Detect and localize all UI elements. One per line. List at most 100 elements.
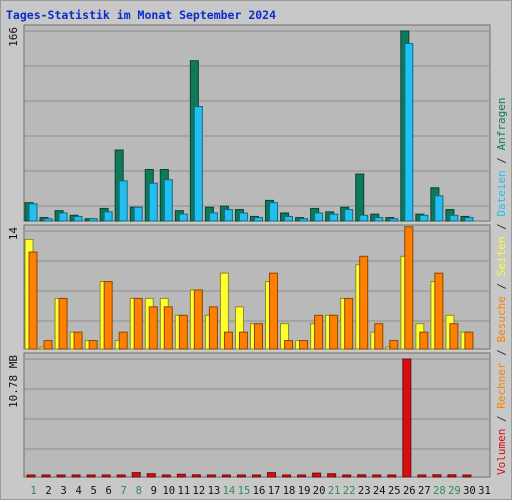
bar-volumen-day-24 [372, 474, 382, 478]
bar-besuche-day-17 [269, 272, 279, 350]
x-tick-label-10: 10 [162, 485, 175, 497]
bar-volumen-day-29 [447, 474, 457, 478]
bar-besuche-day-30 [464, 331, 474, 350]
bar-dateien-day-10 [163, 179, 173, 222]
bar-dateien-day-15 [238, 212, 248, 222]
bar-dateien-day-7 [118, 180, 128, 222]
x-tick-label-8: 8 [136, 485, 142, 497]
legend-item-seiten: Seiten [495, 237, 508, 277]
x-tick-label-1: 1 [30, 485, 36, 497]
bar-besuche-day-21 [329, 314, 339, 350]
bar-besuche-day-27 [419, 331, 429, 350]
bar-dateien-day-25 [389, 218, 399, 222]
bar-besuche-day-8 [133, 297, 143, 350]
panel-middle-y-label: 14 [7, 227, 20, 241]
bar-volumen-day-5 [86, 474, 96, 478]
bar-besuche-day-7 [118, 331, 128, 350]
x-tick-label-5: 5 [90, 485, 96, 497]
panel-bottom-background [23, 352, 491, 478]
bar-dateien-day-17 [269, 202, 279, 222]
bar-besuche-day-13 [208, 306, 218, 350]
bar-volumen-day-26 [402, 358, 412, 478]
bar-dateien-day-26 [404, 43, 414, 222]
x-tick-label-15: 15 [238, 485, 251, 497]
x-tick-label-21: 21 [328, 485, 341, 497]
legend-item-dateien: Dateien [495, 170, 508, 216]
x-tick-label-22: 22 [343, 485, 356, 497]
bar-besuche-day-20 [314, 314, 324, 350]
x-tick-label-24: 24 [373, 485, 386, 497]
x-tick-label-2: 2 [45, 485, 51, 497]
bar-besuche-day-14 [223, 331, 233, 350]
bar-dateien-day-11 [178, 213, 188, 222]
x-tick-label-16: 16 [253, 485, 266, 497]
bar-besuche-day-19 [299, 340, 309, 350]
legend-item-besuche: Besuche [495, 296, 508, 342]
bar-volumen-day-7 [116, 474, 126, 478]
bar-volumen-day-13 [206, 474, 216, 478]
bar-besuche-day-10 [163, 306, 173, 350]
bar-volumen-day-15 [236, 474, 246, 478]
bar-dateien-day-18 [284, 215, 294, 222]
x-tick-label-6: 6 [106, 485, 112, 497]
panel-top: 166 [7, 24, 491, 222]
bar-dateien-day-21 [329, 213, 339, 222]
panel-top-background [23, 24, 491, 222]
bar-dateien-day-27 [419, 214, 429, 222]
bar-dateien-day-16 [253, 217, 263, 222]
bar-besuche-day-6 [103, 281, 113, 350]
panel-bottom-y-label: 10.78 MB [7, 355, 20, 408]
x-axis-labels: 1 2 3 4 5 6 7 8 9 10 11 12 13 14 15 16 17 18 19 20 21 22 23 24 2… [30, 485, 490, 497]
x-tick-label-11: 11 [178, 485, 191, 497]
x-tick-label-31: 31 [478, 485, 491, 497]
bar-dateien-day-8 [133, 206, 143, 222]
bar-volumen-day-2 [41, 474, 51, 478]
bar-dateien-day-30 [464, 217, 474, 222]
bar-dateien-day-19 [299, 218, 309, 222]
bar-dateien-day-20 [314, 212, 324, 222]
x-tick-label-7: 7 [121, 485, 127, 497]
chart-title: Tages-Statistik im Monat September 2024 [6, 8, 276, 22]
bar-volumen-day-17 [267, 472, 277, 478]
bar-dateien-day-3 [58, 212, 68, 222]
legend-separator: / [495, 150, 508, 170]
x-tick-label-26: 26 [403, 485, 416, 497]
x-tick-label-23: 23 [358, 485, 371, 497]
bar-besuche-day-26 [404, 226, 414, 350]
bar-volumen-day-12 [191, 474, 201, 478]
bar-volumen-day-28 [432, 474, 442, 478]
bar-dateien-day-14 [223, 209, 233, 222]
x-tick-label-13: 13 [208, 485, 221, 497]
bar-besuche-day-24 [374, 323, 384, 350]
panel-top-y-label: 166 [7, 27, 20, 47]
bar-besuche-day-29 [449, 323, 459, 350]
bar-besuche-day-18 [284, 340, 294, 350]
bar-volumen-day-30 [462, 474, 472, 478]
legend-separator: / [495, 217, 508, 237]
bar-dateien-day-29 [449, 214, 459, 222]
legend-separator: / [495, 409, 508, 429]
legend-separator: / [495, 343, 508, 363]
x-tick-label-28: 28 [433, 485, 446, 497]
legend-item-volumen: Volumen [495, 429, 508, 475]
bar-besuche-day-3 [58, 297, 68, 350]
x-tick-label-25: 25 [388, 485, 401, 497]
bar-besuche-day-11 [178, 314, 188, 350]
bar-volumen-day-16 [251, 474, 261, 478]
bar-dateien-day-22 [344, 209, 354, 222]
x-tick-label-14: 14 [223, 485, 236, 497]
bar-dateien-day-1 [28, 203, 38, 222]
bar-volumen-day-20 [312, 472, 322, 478]
bar-dateien-day-5 [88, 218, 98, 222]
x-tick-label-3: 3 [60, 485, 66, 497]
bar-volumen-day-11 [176, 473, 186, 478]
bar-dateien-day-13 [208, 212, 218, 222]
bar-dateien-day-4 [73, 215, 83, 222]
bar-volumen-day-8 [131, 472, 141, 478]
bar-volumen-day-23 [357, 474, 367, 478]
bar-besuche-day-15 [238, 331, 248, 350]
x-tick-label-17: 17 [268, 485, 281, 497]
bar-volumen-day-18 [282, 474, 292, 478]
